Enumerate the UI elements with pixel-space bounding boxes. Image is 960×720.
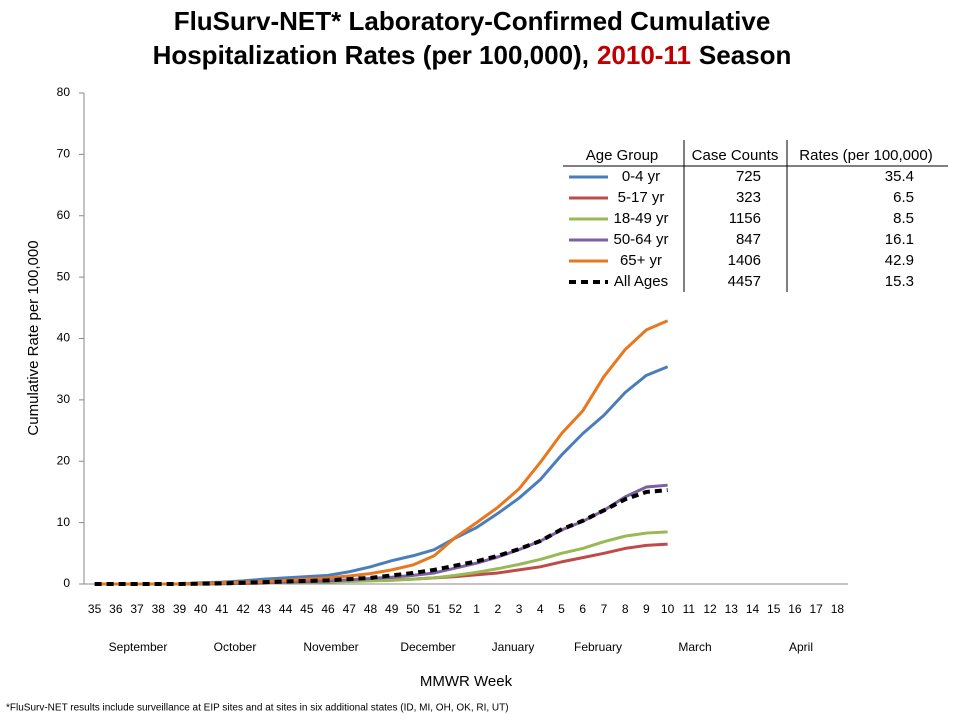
- legend-label: 50-64 yr: [613, 231, 668, 248]
- month-label: November: [303, 640, 358, 654]
- case-count: 725: [736, 168, 761, 185]
- rate: 35.4: [885, 168, 914, 185]
- x-tick-label: 9: [643, 602, 650, 616]
- x-tick-label: 35: [88, 602, 102, 616]
- case-count: 4457: [728, 273, 761, 290]
- month-label: October: [214, 640, 257, 654]
- x-tick-label: 6: [579, 602, 586, 616]
- x-tick-label: 52: [449, 602, 463, 616]
- y-tick-label: 60: [57, 208, 71, 222]
- chart-title-line2: Hospitalization Rates (per 100,000), 2010…: [153, 40, 792, 70]
- x-tick-label: 15: [767, 602, 781, 616]
- y-tick-label: 50: [57, 269, 71, 283]
- chart-title-line1: FluSurv-NET* Laboratory-Confirmed Cumula…: [174, 6, 771, 36]
- x-tick-label: 40: [194, 602, 208, 616]
- x-tick-label: 49: [385, 602, 399, 616]
- rate: 8.5: [893, 210, 914, 227]
- x-tick-label: 39: [173, 602, 187, 616]
- x-tick-label: 16: [788, 602, 802, 616]
- table-header: Rates (per 100,000): [799, 147, 932, 164]
- x-tick-label: 50: [406, 602, 420, 616]
- y-tick-label: 40: [57, 331, 71, 345]
- x-tick-label: 14: [746, 602, 760, 616]
- x-tick-label: 48: [364, 602, 378, 616]
- x-tick-label: 51: [427, 602, 441, 616]
- x-tick-label: 12: [703, 602, 717, 616]
- series-line: [94, 365, 669, 586]
- y-tick-label: 10: [57, 515, 71, 529]
- title-part: Season: [699, 40, 792, 70]
- x-tick-label: 13: [725, 602, 739, 616]
- x-tick-label: 1: [473, 602, 480, 616]
- rate: 15.3: [885, 273, 914, 290]
- case-count: 847: [736, 231, 761, 248]
- x-tick-label: 37: [130, 602, 144, 616]
- title-highlight: 2010-11: [597, 40, 691, 70]
- x-tick-label: 4: [537, 602, 544, 616]
- legend-label: 65+ yr: [620, 252, 662, 269]
- rate: 6.5: [893, 189, 914, 206]
- x-tick-label: 36: [109, 602, 123, 616]
- x-tick-label: 2: [494, 602, 501, 616]
- y-tick-label: 20: [57, 453, 71, 467]
- x-tick-label: 38: [152, 602, 166, 616]
- x-tick-label: 17: [809, 602, 823, 616]
- y-tick-label: 80: [57, 85, 71, 99]
- x-tick-label: 18: [831, 602, 845, 616]
- month-label: April: [789, 640, 813, 654]
- series-line: [94, 483, 668, 586]
- x-tick-label: 8: [622, 602, 629, 616]
- y-tick-label: 70: [57, 147, 71, 161]
- x-tick-label: 3: [516, 602, 523, 616]
- x-tick-label: 10: [661, 602, 675, 616]
- x-tick-label: 44: [279, 602, 293, 616]
- legend-label: 18-49 yr: [613, 210, 668, 227]
- x-tick-label: 5: [558, 602, 565, 616]
- x-tick-label: 43: [258, 602, 272, 616]
- table-header: Age Group: [586, 147, 659, 164]
- table-header: Case Counts: [692, 147, 779, 164]
- x-tick-label: 46: [321, 602, 335, 616]
- x-tick-label: 47: [343, 602, 357, 616]
- y-tick-label: 0: [63, 576, 70, 590]
- month-label: September: [109, 640, 168, 654]
- case-count: 1406: [728, 252, 761, 269]
- footnote: *FluSurv-NET results include surveillanc…: [6, 703, 509, 714]
- month-label: February: [574, 640, 622, 654]
- month-label: December: [400, 640, 455, 654]
- x-tick-label: 41: [215, 602, 229, 616]
- x-axis-label: MMWR Week: [420, 673, 513, 690]
- month-label: March: [678, 640, 711, 654]
- legend-label: 0-4 yr: [622, 168, 660, 185]
- case-count: 323: [736, 189, 761, 206]
- title-part: Hospitalization Rates (per 100,000),: [153, 40, 589, 70]
- legend-label: All Ages: [614, 273, 668, 290]
- case-count: 1156: [729, 210, 761, 227]
- month-label: January: [492, 640, 535, 654]
- x-tick-label: 45: [300, 602, 314, 616]
- x-tick-label: 7: [601, 602, 608, 616]
- legend-label: 5-17 yr: [618, 189, 665, 206]
- rate: 42.9: [885, 252, 914, 269]
- x-tick-label: 11: [683, 602, 696, 616]
- y-axis-label: Cumulative Rate per 100,000: [25, 240, 42, 435]
- y-tick-label: 30: [57, 392, 71, 406]
- series-line: [94, 319, 669, 586]
- rate: 16.1: [885, 231, 914, 248]
- x-tick-label: 42: [236, 602, 250, 616]
- series-line: [94, 488, 668, 586]
